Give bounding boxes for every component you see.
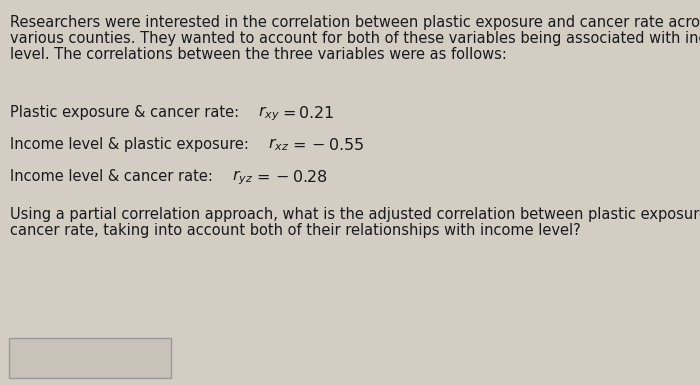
Text: $= 0.21$: $= 0.21$ [279, 105, 334, 121]
Text: $= -0.28$: $= -0.28$ [253, 169, 328, 185]
Text: Plastic exposure & cancer rate:: Plastic exposure & cancer rate: [10, 105, 244, 120]
Text: Income level & plastic exposure:: Income level & plastic exposure: [10, 137, 253, 152]
Text: level. The correlations between the three variables were as follows:: level. The correlations between the thre… [10, 47, 507, 62]
Text: $r_{xy}$: $r_{xy}$ [258, 104, 280, 122]
Text: Researchers were interested in the correlation between plastic exposure and canc: Researchers were interested in the corre… [10, 15, 700, 30]
Text: $r_{xz}$: $r_{xz}$ [268, 136, 289, 153]
Text: Income level & cancer rate:: Income level & cancer rate: [10, 169, 218, 184]
Text: various counties. They wanted to account for both of these variables being assoc: various counties. They wanted to account… [10, 31, 700, 46]
Text: $= -0.55$: $= -0.55$ [289, 137, 365, 153]
Text: $r_{yz}$: $r_{yz}$ [232, 168, 253, 187]
FancyBboxPatch shape [9, 338, 171, 378]
Text: cancer rate, taking into account both of their relationships with income level?: cancer rate, taking into account both of… [10, 223, 581, 238]
Text: Using a partial correlation approach, what is the adjusted correlation between p: Using a partial correlation approach, wh… [10, 207, 700, 222]
